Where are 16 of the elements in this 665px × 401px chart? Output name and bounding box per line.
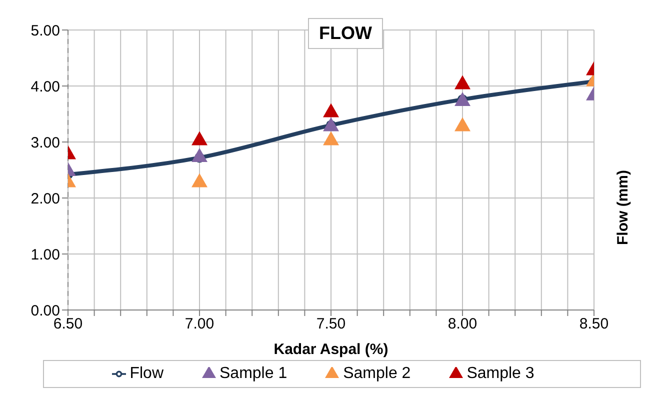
legend-label: Sample 2	[343, 365, 411, 382]
y-tick-label: 4.00	[30, 78, 60, 96]
x-tick-label: 7.00	[184, 316, 214, 333]
y-axis-title: Flow (mm)	[614, 170, 632, 245]
x-tick-label: 8.00	[448, 316, 478, 333]
y-tick-label: 2.00	[30, 190, 60, 208]
x-tick-label: 8.50	[579, 316, 609, 333]
y-tick-label: 5.00	[30, 22, 60, 40]
y-tick-label: 1.00	[30, 246, 60, 264]
legend-label: Sample 1	[220, 365, 288, 382]
x-axis-title: Kadar Aspal (%)	[274, 341, 388, 358]
y-tick-label: 3.00	[30, 134, 60, 152]
legend-label: Flow	[130, 365, 164, 382]
chart-title: FLOW	[308, 18, 383, 49]
legend-label: Sample 3	[466, 365, 534, 382]
x-tick-label: 7.50	[316, 316, 346, 333]
